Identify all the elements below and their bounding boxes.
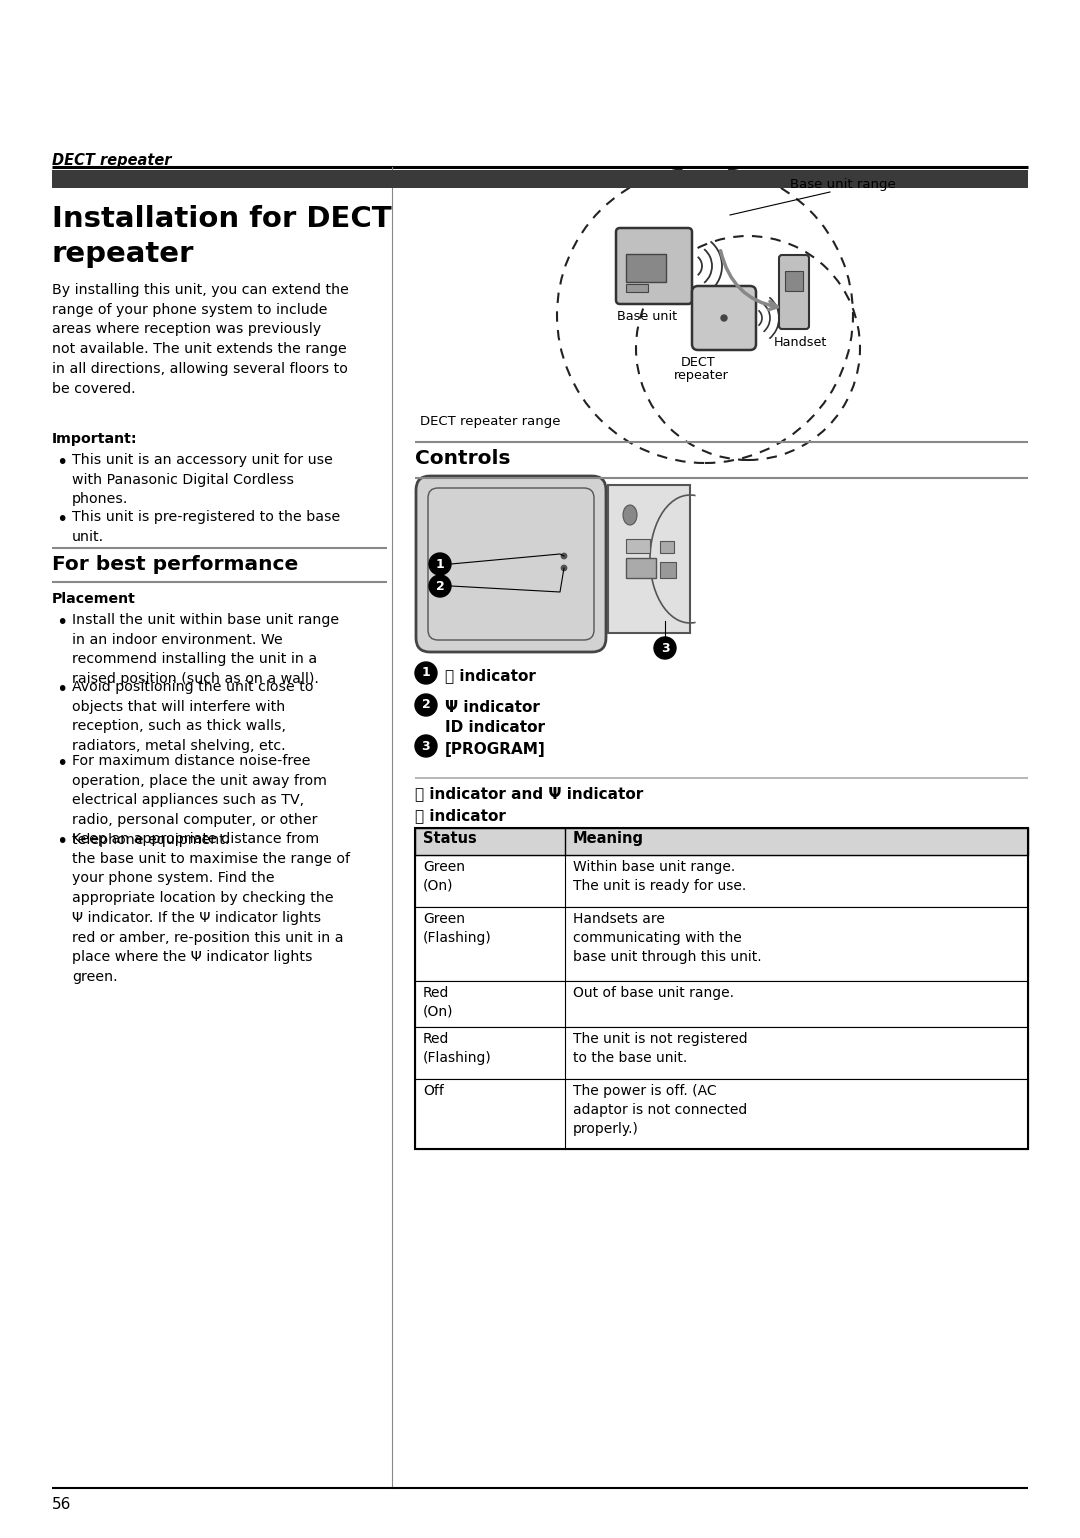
Text: Green
(Flashing): Green (Flashing) [423, 912, 491, 944]
Text: DECT repeater range: DECT repeater range [420, 415, 561, 428]
Bar [660, 541, 674, 554]
Text: ⓘ indicator and Ψ indicator: ⓘ indicator and Ψ indicator [415, 786, 644, 801]
Bar [415, 827, 1028, 1149]
Circle shape [561, 554, 567, 558]
Text: Red
(Flashing): Red (Flashing) [423, 1032, 491, 1064]
Text: repeater: repeater [674, 369, 729, 381]
Circle shape [415, 694, 437, 717]
Text: Red
(On): Red (On) [423, 986, 454, 1020]
Text: 2: 2 [435, 580, 444, 592]
Text: Within base unit range.
The unit is ready for use.: Within base unit range. The unit is read… [573, 860, 746, 894]
FancyBboxPatch shape [779, 255, 809, 329]
Text: Green
(On): Green (On) [423, 860, 465, 894]
FancyBboxPatch shape [692, 286, 756, 351]
Text: 1: 1 [421, 666, 430, 680]
Text: Important:: Important: [52, 432, 137, 446]
Text: This unit is an accessory unit for use
with Panasonic Digital Cordless
phones.: This unit is an accessory unit for use w… [72, 454, 333, 506]
Text: [PROGRAM]: [PROGRAM] [445, 741, 545, 757]
Text: ⓘ indicator: ⓘ indicator [415, 807, 505, 823]
Text: •: • [56, 832, 67, 851]
Circle shape [721, 315, 727, 321]
Bar [415, 855, 1028, 907]
Circle shape [429, 554, 451, 575]
Bar [785, 271, 804, 291]
Text: This unit is pre-registered to the base
unit.: This unit is pre-registered to the base … [72, 511, 340, 544]
Text: Ψ indicator: Ψ indicator [445, 700, 540, 715]
Text: Controls: Controls [415, 449, 511, 468]
Text: 3: 3 [661, 641, 670, 655]
Text: For maximum distance noise-free
operation, place the unit away from
electrical a: For maximum distance noise-free operatio… [72, 754, 327, 847]
Text: •: • [56, 511, 67, 529]
Text: DECT repeater: DECT repeater [52, 152, 172, 168]
Text: Meaning: Meaning [573, 831, 644, 846]
Circle shape [415, 661, 437, 684]
Text: 2: 2 [421, 698, 430, 712]
Text: DECT: DECT [681, 355, 716, 369]
Bar [52, 171, 1028, 188]
Text: Handsets are
communicating with the
base unit through this unit.: Handsets are communicating with the base… [573, 912, 761, 964]
Bar [415, 907, 1028, 981]
FancyBboxPatch shape [416, 475, 606, 652]
Text: 3: 3 [421, 740, 430, 752]
Bar [626, 254, 666, 281]
Bar [660, 561, 676, 578]
Text: The power is off. (AC
adaptor is not connected
properly.): The power is off. (AC adaptor is not con… [573, 1084, 747, 1137]
Text: Base unit: Base unit [617, 311, 677, 323]
Text: •: • [56, 614, 67, 632]
Bar [626, 285, 648, 292]
Ellipse shape [623, 504, 637, 524]
Text: For best performance: For best performance [52, 555, 298, 574]
Text: Placement: Placement [52, 592, 136, 606]
Text: •: • [56, 454, 67, 472]
Bar [626, 538, 650, 554]
Text: Status: Status [423, 831, 476, 846]
Text: ⓘ indicator: ⓘ indicator [445, 667, 536, 683]
Text: Avoid positioning the unit close to
objects that will interfere with
reception, : Avoid positioning the unit close to obje… [72, 680, 313, 754]
Text: Handset: Handset [774, 335, 827, 349]
Text: Out of base unit range.: Out of base unit range. [573, 986, 734, 1000]
Bar [415, 1027, 1028, 1080]
Bar [608, 484, 690, 634]
Bar [415, 827, 1028, 855]
Bar [415, 1080, 1028, 1149]
Bar [626, 558, 656, 578]
Text: Installation for DECT: Installation for DECT [52, 205, 392, 232]
Text: Base unit range: Base unit range [789, 178, 895, 191]
Text: repeater: repeater [52, 240, 194, 268]
Circle shape [429, 575, 451, 597]
Bar [415, 981, 1028, 1027]
Text: •: • [56, 754, 67, 774]
Text: 56: 56 [52, 1496, 71, 1512]
Text: Install the unit within base unit range
in an indoor environment. We
recommend i: Install the unit within base unit range … [72, 614, 339, 686]
Text: Off: Off [423, 1084, 444, 1098]
Text: ID indicator: ID indicator [445, 720, 545, 735]
Text: Keep an appropriate distance from
the base unit to maximise the range of
your ph: Keep an appropriate distance from the ba… [72, 832, 350, 984]
FancyBboxPatch shape [616, 228, 692, 305]
Text: By installing this unit, you can extend the
range of your phone system to includ: By installing this unit, you can extend … [52, 283, 349, 395]
Circle shape [654, 637, 676, 658]
Text: 1: 1 [435, 557, 444, 571]
Text: •: • [56, 680, 67, 698]
Circle shape [415, 735, 437, 757]
Circle shape [561, 564, 567, 571]
Text: The unit is not registered
to the base unit.: The unit is not registered to the base u… [573, 1032, 747, 1064]
